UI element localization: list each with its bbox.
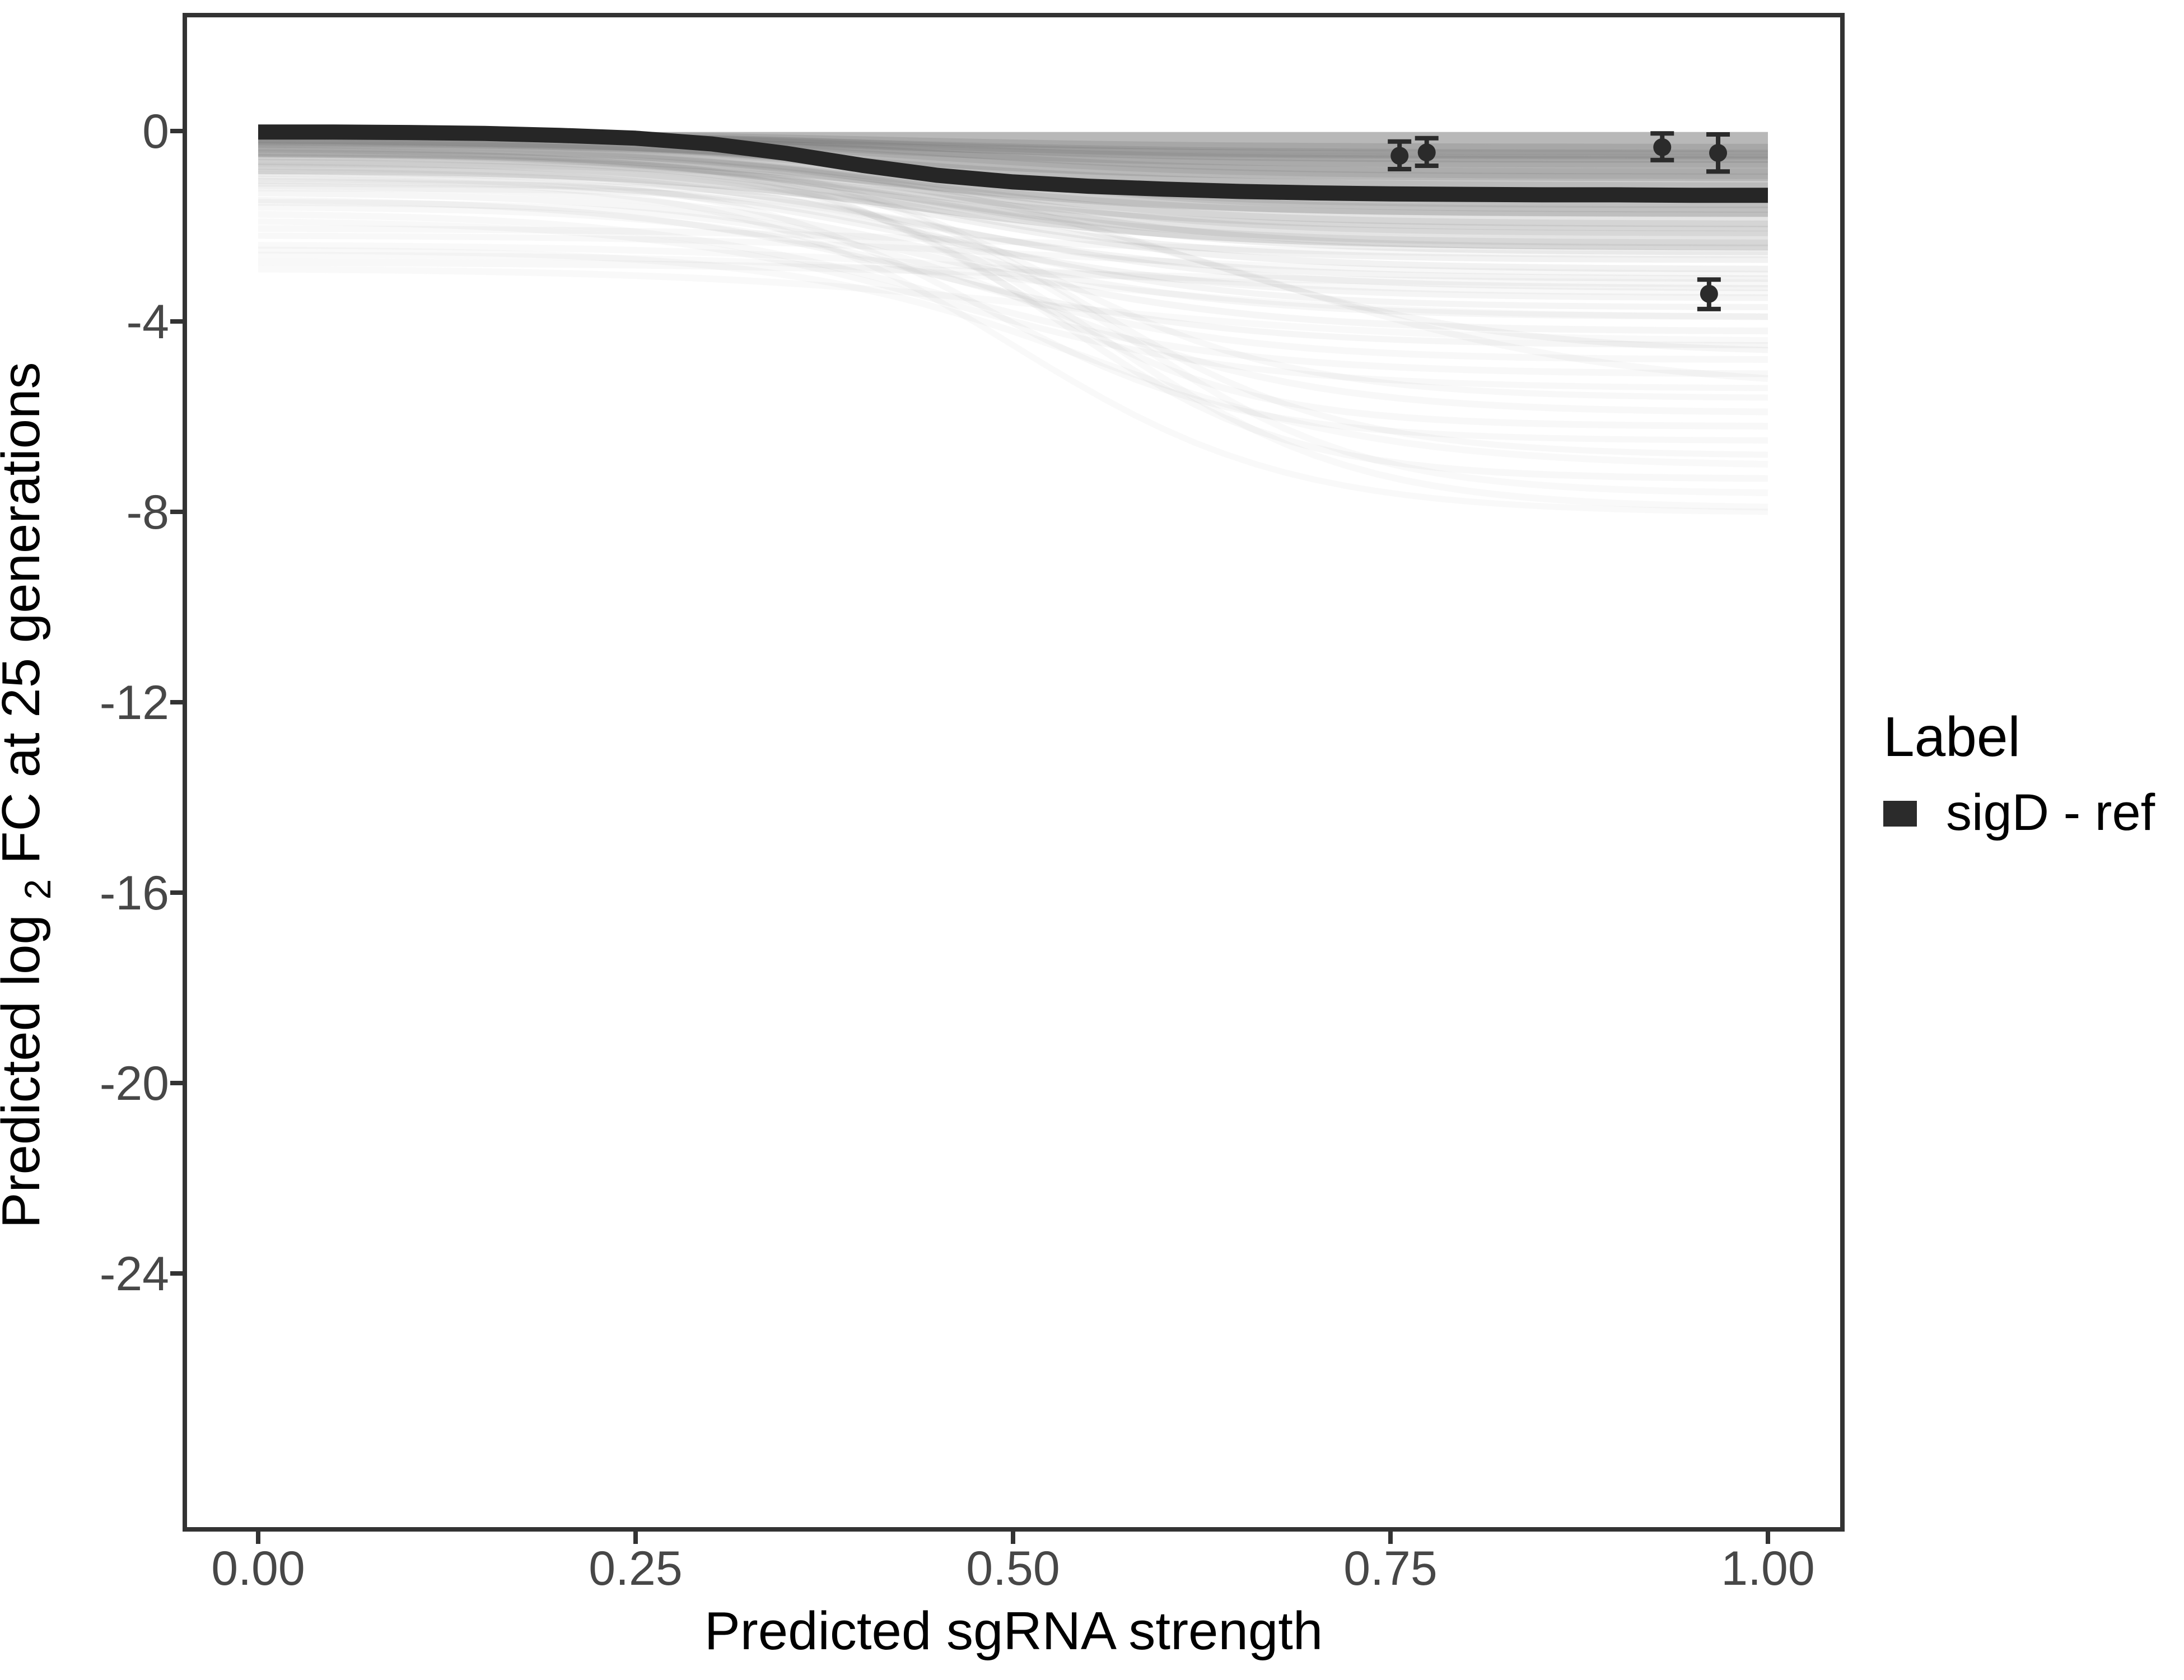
ensemble-curve	[258, 149, 1768, 246]
ensemble-curve	[258, 197, 1768, 348]
main-series-line	[258, 124, 1768, 203]
y-tick-label: -20	[100, 1057, 169, 1110]
ensemble-curve	[258, 180, 1768, 382]
ensemble-curve	[258, 175, 1768, 515]
data-point	[1390, 147, 1409, 165]
x-tick-label: 0.75	[1343, 1542, 1437, 1595]
x-tick-label: 1.00	[1721, 1542, 1814, 1595]
x-tick-label: 0.25	[589, 1542, 682, 1595]
ensemble-curve	[258, 168, 1768, 291]
y-tick-label: -4	[127, 295, 169, 349]
ensemble-curve	[258, 189, 1768, 334]
ensemble-curve	[258, 265, 1768, 344]
ensemble-curve	[258, 232, 1768, 277]
x-axis-title: Predicted sgRNA strength	[704, 1601, 1323, 1661]
ensemble-curve	[258, 147, 1768, 236]
pointrange-layer	[1388, 131, 1730, 311]
main-series-layer	[258, 124, 1768, 203]
y-tick-label: -24	[100, 1247, 169, 1301]
ensemble-curve	[258, 144, 1768, 401]
panel-border	[183, 13, 1845, 1532]
panel-background	[185, 15, 1842, 1529]
legend-title: Label	[1883, 706, 2020, 768]
ensemble-curve	[258, 142, 1768, 217]
ensemble-curve	[258, 146, 1768, 232]
data-point	[1709, 144, 1728, 162]
ensemble-curve	[258, 144, 1768, 227]
data-point	[1700, 284, 1718, 303]
axes-layer: 0.00 0.25 0.50 0.75 1.00 0 -4 -8 -12 -16 -20 -24	[100, 105, 1815, 1595]
legend: Label sigD - ref	[1883, 706, 2155, 841]
ensemble-curve	[258, 158, 1768, 273]
ensemble-curve	[258, 185, 1768, 496]
ensemble-curve	[258, 182, 1768, 320]
ensemble-curve	[258, 158, 1768, 482]
x-tick-label: 0.00	[211, 1542, 305, 1595]
ensemble-curve	[258, 211, 1768, 377]
y-tick-label: -8	[127, 486, 169, 539]
ensemble-curve	[258, 151, 1768, 251]
ensemble-curve	[258, 153, 1768, 263]
ensemble-curve	[258, 152, 1768, 255]
x-tick-label: 0.50	[966, 1542, 1060, 1595]
ensemble-curve	[258, 154, 1768, 458]
ensemble-curve	[258, 251, 1768, 320]
y-axis-title: Predicted log 2 FC at 25 generations	[0, 362, 62, 1229]
ensemble-curve	[258, 149, 1768, 430]
ensemble-curve	[258, 178, 1768, 310]
y-axis-title-pre: Predicted log	[0, 914, 51, 1228]
ensemble-curve	[258, 163, 1768, 282]
ensemble-curve	[258, 161, 1768, 353]
y-tick-label: -16	[100, 866, 169, 920]
ensemble-curve	[258, 242, 1768, 296]
data-point	[1653, 138, 1672, 156]
ensemble-curve	[258, 136, 1768, 189]
y-tick-label: -12	[100, 676, 169, 730]
y-tick-label: 0	[142, 105, 169, 158]
data-point	[1417, 143, 1436, 162]
ensemble-curve	[258, 246, 1768, 468]
ensemble-curve	[258, 172, 1768, 301]
legend-entry-label: sigD - ref	[1946, 784, 2155, 841]
ensemble-curve	[258, 258, 1768, 287]
ensemble-curve	[258, 199, 1768, 416]
ensemble-curve	[258, 171, 1768, 444]
legend-key-swatch	[1883, 801, 1917, 827]
y-axis-title-post: FC at 25 generations	[0, 362, 51, 865]
y-axis-title-subscript: 2	[17, 879, 58, 900]
ensemble-curve	[258, 166, 1768, 511]
ensemble-curve	[258, 225, 1768, 258]
ensemble-curve	[258, 204, 1768, 363]
ensemble-curve	[258, 218, 1768, 391]
ensemble-band	[258, 132, 1768, 250]
